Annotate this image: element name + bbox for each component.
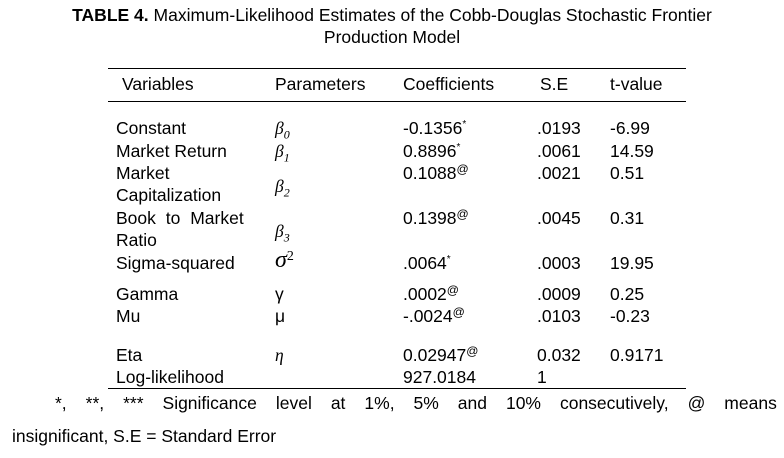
variable-label: Market: [116, 162, 169, 184]
footnote-word: level: [276, 392, 312, 414]
standard-error-value: .0193: [537, 117, 581, 139]
variable-label: Capitalization: [116, 184, 221, 206]
coefficient-value: -.0024@: [403, 305, 465, 327]
standard-error-value: .0103: [537, 305, 581, 327]
footnote-word: at: [331, 392, 346, 414]
table-title: TABLE 4. Maximum-Likelihood Estimates of…: [0, 4, 784, 48]
variable-label: Ratio: [116, 229, 157, 251]
footnote-word: consecutively,: [560, 392, 669, 414]
standard-error-value: .0021: [537, 162, 581, 184]
t-value: 0.51: [610, 162, 644, 184]
standard-error-value: 0.032: [537, 344, 581, 366]
standard-error-value: .0003: [537, 252, 581, 274]
variable-label: Mu: [116, 305, 140, 327]
footnote-word: *,: [55, 392, 67, 414]
footnote-word: 5%: [414, 392, 439, 414]
variable-label: Sigma-squared: [116, 252, 235, 274]
variable-label: Book to Market: [116, 207, 244, 229]
column-header: t-value: [610, 73, 663, 95]
footnote-word: means: [724, 392, 777, 414]
coefficient-value: 927.0184: [403, 366, 476, 388]
parameter-symbol: β2: [275, 175, 290, 204]
bottom-rule: [108, 388, 686, 389]
t-value: 0.31: [610, 207, 644, 229]
parameter-symbol: μ: [275, 305, 285, 327]
standard-error-value: .0045: [537, 207, 581, 229]
footnote-word: ***: [123, 392, 143, 414]
t-value: 14.59: [610, 140, 654, 162]
parameter-symbol: η: [275, 344, 284, 366]
parameter-symbol: σ2: [275, 249, 294, 272]
top-rule: [108, 68, 686, 69]
table-label: TABLE 4.: [72, 5, 149, 25]
table-title-text-2: Production Model: [324, 27, 460, 47]
coefficient-value: 0.1088@: [403, 162, 469, 184]
t-value: -6.99: [610, 117, 650, 139]
t-value: 19.95: [610, 252, 654, 274]
t-value: 0.9171: [610, 344, 664, 366]
header-rule: [108, 101, 686, 102]
parameter-symbol: β1: [275, 140, 290, 169]
coefficient-value: 0.1398@: [403, 207, 469, 229]
footnote-line-1: *, **, *** Significance level at 1%, 5% and 10% co…: [55, 392, 777, 414]
coefficient-value: 0.8896*: [403, 140, 460, 162]
parameter-symbol: γ: [275, 283, 284, 305]
standard-error-value: .0009: [537, 283, 581, 305]
coefficient-value: .0002@: [403, 283, 459, 305]
column-header: Coefficients: [403, 73, 494, 95]
column-header: Variables: [122, 73, 194, 95]
coefficient-value: -0.1356*: [403, 117, 466, 139]
variable-label: Eta: [116, 344, 142, 366]
coefficient-value: .0064*: [403, 252, 451, 274]
variable-label: Log-likelihood: [116, 366, 224, 388]
footnote-word: @: [688, 392, 706, 414]
footnote-word: and: [458, 392, 487, 414]
variable-label: Constant: [116, 117, 186, 139]
t-value: -0.23: [610, 305, 650, 327]
footnote-word: 10%: [506, 392, 541, 414]
coefficient-value: 0.02947@: [403, 344, 478, 366]
standard-error-value: 1: [537, 366, 547, 388]
footnote-word: Significance: [163, 392, 257, 414]
variable-label: Market Return: [116, 140, 227, 162]
table-title-text: Maximum-Likelihood Estimates of the Cobb…: [154, 5, 712, 25]
footnote-word: 1%,: [364, 392, 394, 414]
variable-label: Gamma: [116, 283, 178, 305]
footnote-line-2: insignificant, S.E = Standard Error: [12, 425, 276, 447]
parameter-symbol: β3: [275, 220, 290, 249]
t-value: 0.25: [610, 283, 644, 305]
column-header: S.E: [540, 73, 568, 95]
standard-error-value: .0061: [537, 140, 581, 162]
column-header: Parameters: [275, 73, 365, 95]
footnote-word: **,: [86, 392, 104, 414]
